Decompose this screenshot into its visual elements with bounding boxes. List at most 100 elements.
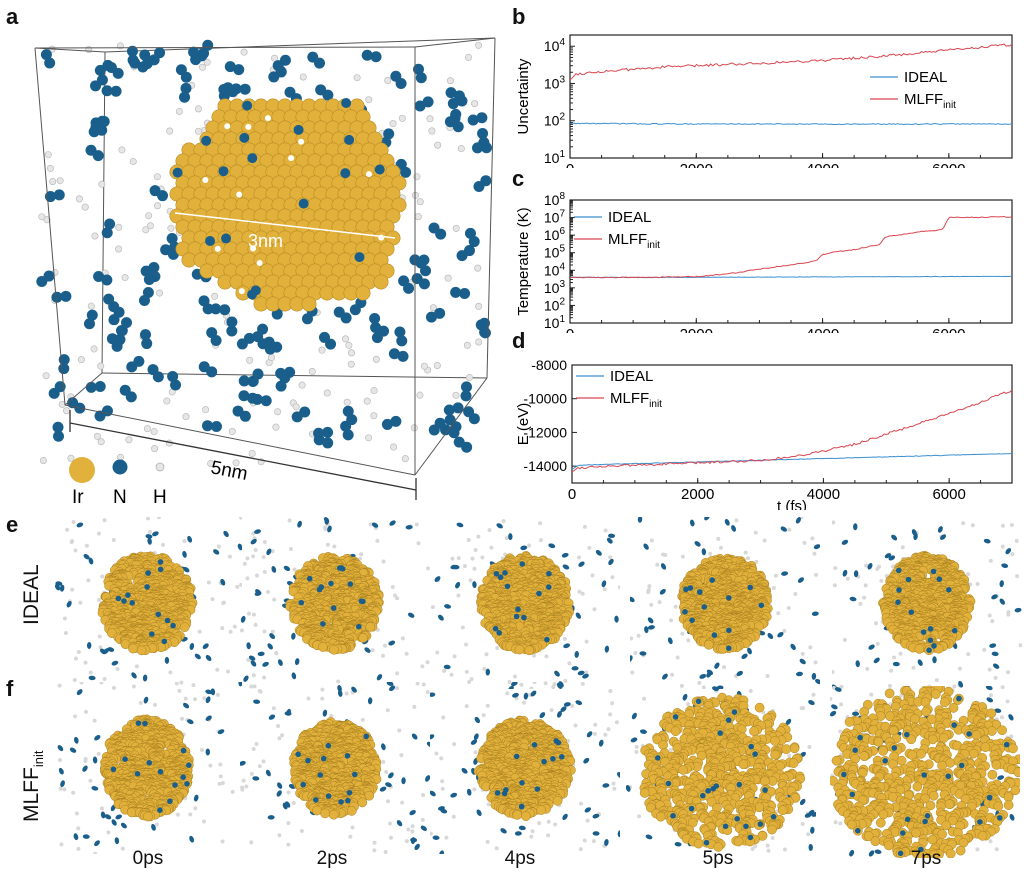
legend-label: IDEAL [608, 209, 651, 226]
hydrogen-atom [167, 224, 175, 232]
nitrogen-atom [513, 613, 520, 620]
hydrogen-atom [370, 412, 378, 420]
hydrogen-atom [425, 660, 430, 665]
nitrogen-atom [706, 671, 712, 678]
hydrogen-atom [98, 645, 103, 650]
nitrogen-atom [1005, 548, 1012, 555]
nitrogen-atom [213, 549, 220, 555]
nitrogen-atom [407, 612, 415, 618]
nitrogen-atom [937, 526, 943, 533]
nitrogen-atom [447, 98, 459, 110]
y-tick-exponent: 1 [559, 149, 565, 160]
nitrogen-atom [575, 612, 581, 619]
nitrogen-atom [152, 531, 159, 537]
nitrogen-atom [472, 142, 484, 154]
nitrogen-atom [991, 594, 998, 600]
nitrogen-atom [459, 287, 471, 299]
hydrogen-atom [203, 58, 211, 66]
hydrogen-atom [484, 652, 489, 657]
box-edge [101, 51, 106, 374]
hydrogen-atom [156, 289, 164, 297]
nitrogen-atom [328, 580, 334, 587]
hydrogen-atom [810, 536, 815, 541]
hydrogen-atom [879, 578, 884, 583]
hydrogen-atom [398, 114, 406, 122]
hydrogen-atom [182, 539, 187, 544]
nitrogen-atom [958, 680, 964, 688]
nitrogen-atom [52, 421, 64, 433]
legend-h-label: H [153, 487, 167, 508]
y-tick-label: -8000 [531, 357, 567, 373]
hydrogen-atom [390, 443, 398, 451]
nitrogen-atom [418, 278, 430, 290]
nitrogen-atom [322, 89, 334, 101]
hydrogen-atom [197, 629, 202, 634]
nitrogen-atom [139, 49, 151, 61]
nitrogen-atom [251, 393, 263, 405]
y-axis-label: Uncertainty [515, 58, 532, 134]
hydrogen-atom [686, 638, 691, 643]
nitrogen-atom [147, 364, 159, 376]
y-tick-exponent: 1 [559, 314, 565, 325]
y-tick-exponent: 6 [559, 226, 565, 237]
nitrogen-atom [157, 566, 164, 573]
nitrogen-atom [115, 595, 122, 602]
hydrogen-atom [697, 680, 702, 685]
hydrogen-atom [987, 667, 992, 672]
hydrogen-atom [274, 408, 282, 416]
iridium-atom [514, 644, 525, 655]
nitrogen-atom [330, 605, 337, 611]
nitrogen-atom [493, 571, 500, 577]
y-tick-label: 102 [544, 112, 566, 129]
hydrogen-atom [211, 292, 219, 300]
nitrogen-atom [255, 589, 262, 595]
x-tick-label: 4000 [807, 486, 840, 503]
nitrogen-atom [647, 625, 655, 630]
nitrogen-atom [94, 380, 106, 392]
hydrogen-atom [210, 597, 215, 602]
hydrogen-atom [69, 539, 74, 544]
nitrogen-atom [247, 375, 259, 387]
nitrogen-atom [131, 672, 137, 679]
nitrogen-atom [145, 534, 153, 539]
nitrogen-atom [149, 185, 161, 197]
nitrogen-atom [189, 643, 195, 650]
nitrogen-atom [356, 623, 362, 630]
nitrogen-atom [341, 98, 352, 109]
nitrogen-atom [644, 626, 649, 634]
iridium-atom [317, 642, 328, 652]
hydrogen-atom [97, 438, 105, 446]
nitrogen-atom [218, 166, 229, 177]
nitrogen-atom [164, 617, 171, 624]
hydrogen-atom [416, 198, 424, 206]
nitrogen-atom [577, 670, 585, 676]
nitrogen-atom [477, 128, 489, 140]
nitrogen-atom [291, 672, 297, 680]
hydrogen-atom [298, 381, 306, 389]
nitrogen-atom [284, 86, 296, 98]
box-size-label: 5nm [209, 457, 249, 485]
hydrogen-atom [262, 629, 267, 634]
nitrogen-atom [711, 632, 718, 638]
nitrogen-atom [313, 427, 325, 439]
x-tick-label: 4000 [806, 326, 839, 333]
nitrogen-atom [374, 164, 385, 175]
nitrogen-atom [322, 426, 334, 438]
hydrogen-atom [1018, 643, 1022, 648]
hydrogen-atom [1006, 610, 1011, 615]
hydrogen-atom [125, 436, 133, 444]
hydrogen-atom [743, 550, 748, 555]
simulation-box-render: 3nm 5nm Ir N H [34, 37, 496, 508]
nitrogen-atom [319, 331, 331, 343]
legend-label: MLFFinit [608, 231, 660, 251]
nitrogen-atom [450, 421, 462, 433]
hydrogen-atom [456, 556, 461, 561]
series-line [571, 452, 1013, 470]
hydrogen-atom [372, 355, 380, 363]
nitrogen-atom [342, 429, 354, 441]
y-tick-label: 105 [544, 244, 566, 261]
nitrogen-atom [434, 576, 441, 582]
nitrogen-atom [242, 100, 253, 111]
hydrogen-atom [91, 232, 99, 240]
hydrogen-atom [261, 555, 266, 560]
